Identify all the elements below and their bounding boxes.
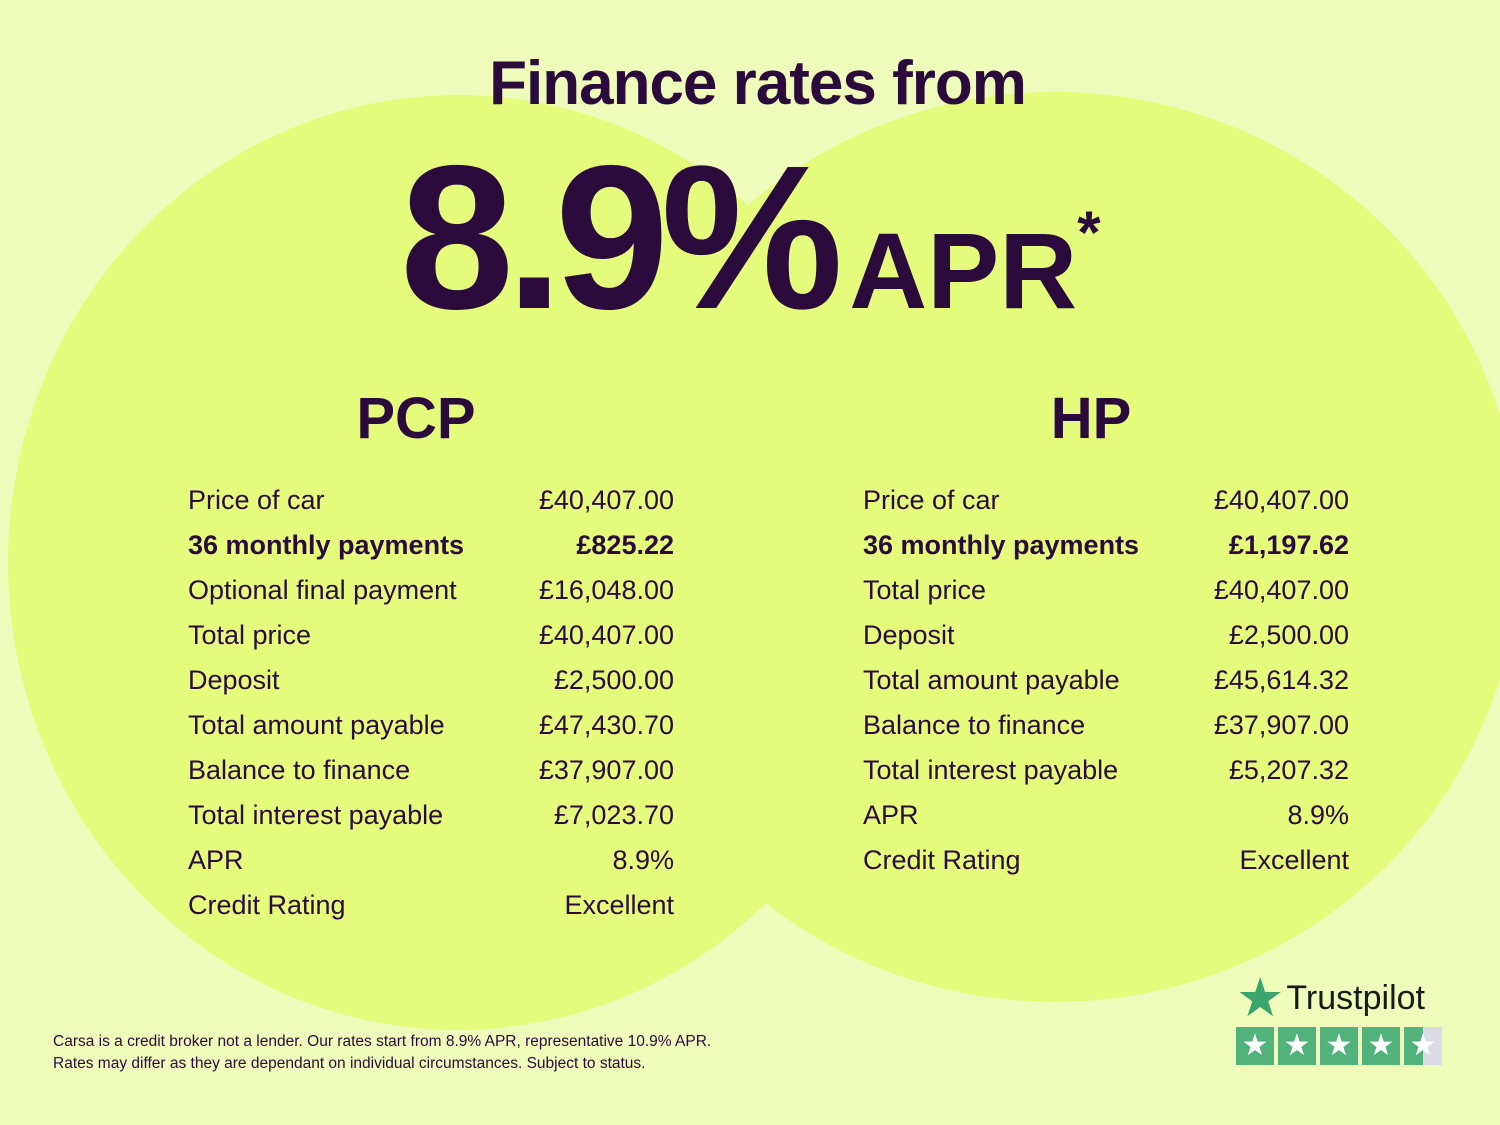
trustpilot-badge: ★ Trustpilot ★ ★ ★ ★ ★	[1236, 968, 1442, 1065]
row-label: APR	[863, 800, 919, 830]
row-value: £40,407.00	[1213, 485, 1349, 515]
trustpilot-rating: ★ ★ ★ ★ ★	[1236, 1027, 1442, 1065]
disclaimer: Carsa is a credit broker not a lender. O…	[53, 1031, 711, 1075]
pcp-row: Price of car £40,407.00	[188, 478, 674, 523]
row-label: Deposit	[188, 665, 280, 695]
row-label: Balance to finance	[188, 755, 411, 785]
row-value: £37,907.00	[1213, 710, 1349, 740]
rating-star-icon: ★	[1362, 1027, 1400, 1065]
row-label: Credit Rating	[188, 890, 346, 920]
trustpilot-star-icon: ★	[1236, 968, 1285, 1028]
hp-row: Total amount payable £45,614.32	[863, 658, 1349, 703]
hp-row: Price of car £40,407.00	[863, 478, 1349, 523]
row-label: Deposit	[863, 620, 955, 650]
row-value: 8.9%	[612, 845, 674, 875]
row-label: Total interest payable	[188, 800, 444, 830]
hp-table: HP Price of car £40,407.00 36 monthly paym…	[863, 388, 1349, 883]
rating-star-icon: ★	[1320, 1027, 1358, 1065]
row-value: £40,407.00	[538, 485, 674, 515]
pcp-row: Optional final payment £16,048.00	[188, 568, 674, 613]
row-value: £825.22	[576, 530, 674, 560]
row-value: £37,907.00	[538, 755, 674, 785]
rating-star-icon: ★	[1236, 1027, 1274, 1065]
pcp-row: Credit Rating Excellent	[188, 883, 674, 928]
row-label: Total price	[188, 620, 312, 650]
decorative-circle-right	[590, 92, 1500, 1002]
row-label: Total price	[863, 575, 987, 605]
disclaimer-line-2: Rates may differ as they are dependant o…	[53, 1055, 646, 1072]
row-value: £40,407.00	[1213, 575, 1349, 605]
trustpilot-brand: Trustpilot	[1286, 978, 1425, 1017]
pcp-row: Total amount payable £47,430.70	[188, 703, 674, 748]
row-value: Excellent	[564, 890, 674, 920]
row-value: £5,207.32	[1228, 755, 1349, 785]
row-value: £45,614.32	[1213, 665, 1349, 695]
disclaimer-line-1: Carsa is a credit broker not a lender. O…	[53, 1033, 712, 1050]
pcp-row: Deposit £2,500.00	[188, 658, 674, 703]
row-label: Balance to finance	[863, 710, 1086, 740]
pcp-row: 36 monthly payments £825.22	[188, 523, 674, 568]
row-value: £40,407.00	[538, 620, 674, 650]
hp-row: APR 8.9%	[863, 793, 1349, 838]
row-value: £47,430.70	[538, 710, 674, 740]
rating-star-icon: ★	[1404, 1027, 1442, 1065]
pcp-heading: PCP	[356, 386, 476, 451]
rating-star-icon: ★	[1278, 1027, 1316, 1065]
pcp-row: APR 8.9%	[188, 838, 674, 883]
trustpilot-logo: ★ Trustpilot	[1236, 968, 1442, 1028]
row-value: £1,197.62	[1228, 530, 1349, 560]
row-label: 36 monthly payments	[188, 530, 465, 560]
rate-value: 8.9%	[400, 123, 843, 352]
hp-row: Total interest payable £5,207.32	[863, 748, 1349, 793]
pcp-row: Total price £40,407.00	[188, 613, 674, 658]
row-value: Excellent	[1239, 845, 1349, 875]
row-value: £16,048.00	[538, 575, 674, 605]
row-label: APR	[188, 845, 244, 875]
headline: Finance rates from	[489, 49, 1027, 118]
row-label: Total interest payable	[863, 755, 1119, 785]
row-label: Total amount payable	[188, 710, 445, 740]
hp-heading: HP	[1050, 386, 1132, 451]
pcp-table: PCP Price of car £40,407.00 36 monthly pay…	[188, 388, 674, 928]
row-label: 36 monthly payments	[863, 530, 1140, 560]
row-label: Credit Rating	[863, 845, 1021, 875]
row-value: £2,500.00	[553, 665, 674, 695]
row-value: 8.9%	[1287, 800, 1349, 830]
pcp-row: Total interest payable £7,023.70	[188, 793, 674, 838]
pcp-row: Balance to finance £37,907.00	[188, 748, 674, 793]
row-value: £7,023.70	[553, 800, 674, 830]
row-label: Price of car	[188, 485, 325, 515]
rate-suffix: APR	[849, 210, 1078, 331]
row-label: Total amount payable	[863, 665, 1120, 695]
headline-rate: 8.9% APR*	[400, 120, 1101, 356]
hp-row: Credit Rating Excellent	[863, 838, 1349, 883]
hp-row: 36 monthly payments £1,197.62	[863, 523, 1349, 568]
hp-row: Balance to finance £37,907.00	[863, 703, 1349, 748]
hp-row: Total price £40,407.00	[863, 568, 1349, 613]
row-value: £2,500.00	[1228, 620, 1349, 650]
rate-asterisk: *	[1077, 199, 1101, 266]
hp-row: Deposit £2,500.00	[863, 613, 1349, 658]
row-label: Optional final payment	[188, 575, 457, 605]
row-label: Price of car	[863, 485, 1000, 515]
